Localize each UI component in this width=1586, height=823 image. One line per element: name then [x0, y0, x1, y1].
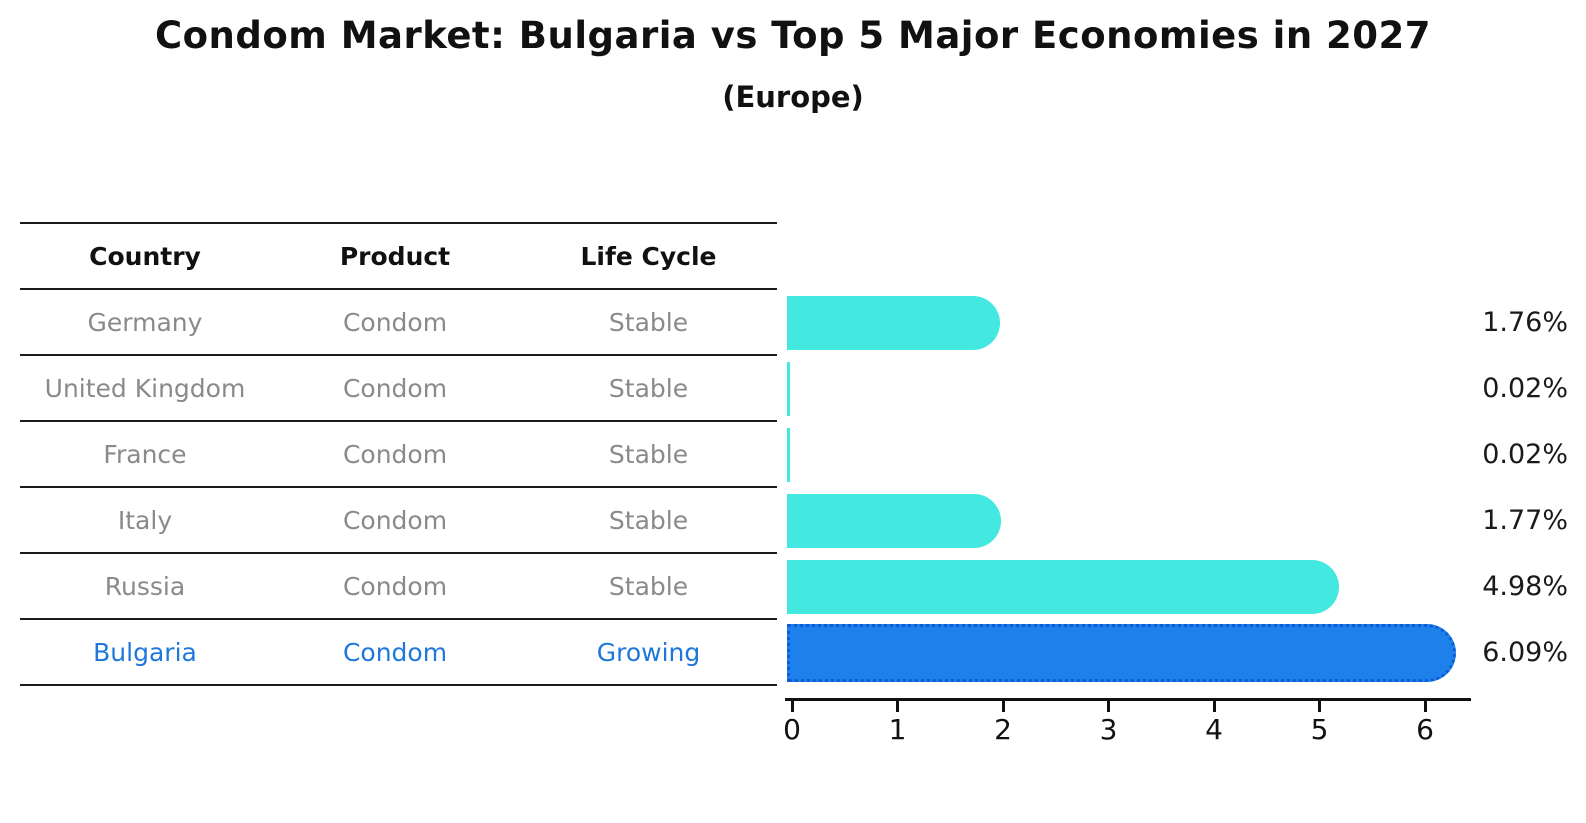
value-label-bulgaria: 6.09%: [1482, 637, 1568, 668]
bar-united-kingdom: [787, 362, 790, 416]
country-cell: Italy: [117, 505, 173, 535]
chart-subtitle: (Europe): [722, 80, 864, 114]
country-cell: United Kingdom: [44, 373, 246, 403]
table-row-united-kingdom: United Kingdom Condom Stable: [20, 356, 777, 422]
x-tick-mark: [1423, 701, 1427, 712]
country-cell: Germany: [87, 307, 203, 337]
column-header-product: Product: [339, 241, 451, 271]
x-axis-line: [785, 698, 1471, 701]
bar-bulgaria: [787, 624, 1457, 682]
column-header-country: Country: [89, 241, 201, 271]
x-tick-label: 3: [1099, 713, 1118, 746]
value-label-italy: 1.77%: [1482, 505, 1568, 536]
x-tick-label: 0: [783, 713, 801, 746]
x-tick-label: 4: [1205, 713, 1223, 746]
life-cycle-cell: Stable: [608, 439, 689, 469]
table-row-germany: Germany Condom Stable: [20, 290, 777, 356]
value-label-united-kingdom: 0.02%: [1482, 373, 1568, 404]
country-cell: France: [103, 439, 187, 469]
chart-title: Condom Market: Bulgaria vs Top 5 Major E…: [154, 14, 1432, 57]
table-row-france: France Condom Stable: [20, 422, 777, 488]
life-cycle-cell: Growing: [596, 637, 701, 667]
x-tick-mark: [1212, 701, 1216, 712]
column-header-life-cycle: Life Cycle: [580, 241, 717, 271]
product-cell: Condom: [342, 637, 448, 667]
product-cell: Condom: [342, 373, 448, 403]
table-row-bulgaria: Bulgaria Condom Growing: [20, 620, 777, 686]
bar-france: [787, 428, 790, 482]
bar-germany: [787, 296, 1000, 350]
bar-italy: [787, 494, 1001, 548]
product-cell: Condom: [342, 439, 448, 469]
x-tick-mark: [896, 701, 899, 712]
product-cell: Condom: [342, 571, 448, 601]
value-label-russia: 4.98%: [1482, 571, 1568, 602]
product-cell: Condom: [342, 505, 448, 535]
life-cycle-cell: Stable: [608, 505, 689, 535]
x-tick-mark: [1001, 701, 1005, 712]
value-label-germany: 1.76%: [1482, 307, 1568, 338]
country-cell: Bulgaria: [93, 637, 197, 667]
x-tick-label: 1: [888, 713, 907, 746]
table-row-italy: Italy Condom Stable: [20, 488, 777, 554]
x-tick-mark: [1318, 701, 1321, 712]
life-cycle-cell: Stable: [608, 307, 689, 337]
country-table: Country Product Life Cycle Germany Condo…: [20, 222, 777, 686]
country-cell: Russia: [104, 571, 186, 601]
bar-russia: [787, 560, 1340, 614]
x-tick-label: 5: [1310, 713, 1329, 746]
x-tick-label: 6: [1416, 713, 1434, 746]
life-cycle-cell: Stable: [608, 373, 689, 403]
x-tick-mark: [790, 701, 794, 712]
table-row-russia: Russia Condom Stable: [20, 554, 777, 620]
table-header-row: Country Product Life Cycle: [20, 222, 777, 290]
x-tick-mark: [1107, 701, 1110, 712]
product-cell: Condom: [342, 307, 448, 337]
x-tick-label: 2: [994, 713, 1012, 746]
value-label-france: 0.02%: [1482, 439, 1568, 470]
life-cycle-cell: Stable: [608, 571, 689, 601]
